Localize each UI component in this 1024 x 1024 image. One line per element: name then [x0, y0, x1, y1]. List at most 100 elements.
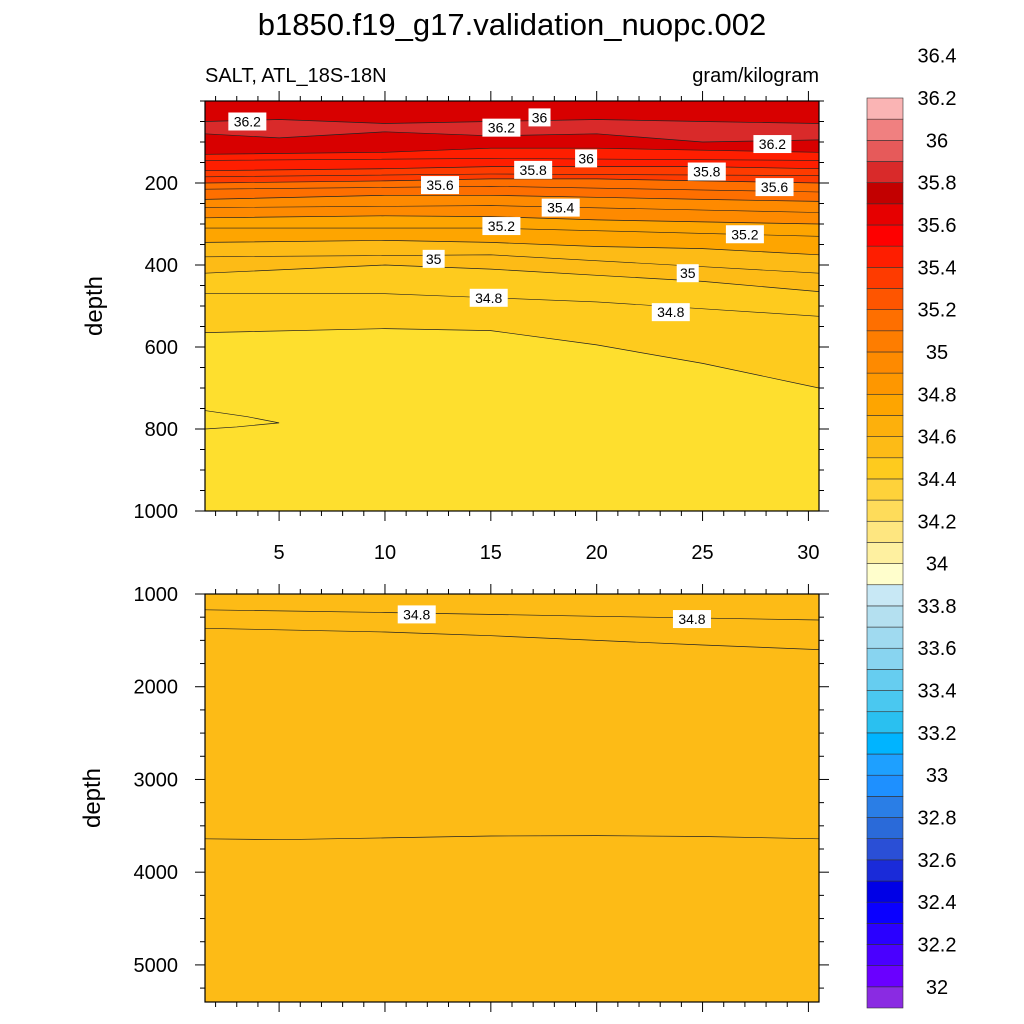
upper-y-axis-label: depth [81, 276, 108, 336]
colorbar-label: 33.6 [918, 638, 957, 660]
y-tick-label: 5000 [134, 955, 179, 977]
contour-line [205, 264, 819, 292]
colorbar-swatch [866, 584, 904, 607]
y-tick-label: 800 [145, 419, 178, 441]
contour-line [205, 215, 819, 225]
contour-label-box [651, 303, 690, 322]
upper-contour-labels: 36.2 36 36.2 36.2 36 35.8 35.8 35.6 35.6 35.4 35.2… [228, 108, 794, 322]
colorbar-swatch [866, 774, 904, 797]
x-tick-label: 20 [586, 542, 608, 564]
colorbar-swatch [866, 372, 904, 395]
colorbar-swatch [866, 923, 904, 945]
colorbar-label: 32 [926, 977, 948, 999]
colorbar-swatch [866, 605, 904, 628]
contour-label: 35 [426, 251, 442, 267]
contour-label-box [753, 135, 792, 154]
colorbar-label: 32.2 [918, 935, 957, 957]
colorbar-swatch [866, 944, 904, 966]
colorbar-label: 33.8 [918, 596, 957, 618]
contour-label: 36.2 [234, 114, 261, 130]
colorbar-label: 33.2 [918, 723, 957, 745]
colorbar-swatch [866, 97, 904, 120]
colorbar-label: 32.8 [918, 808, 957, 830]
subtitle-right: gram/kilogram [692, 65, 819, 87]
colorbar-swatch [866, 965, 904, 988]
contour-line [205, 205, 819, 213]
contour-label: 36.2 [759, 136, 786, 152]
contour-label-box [228, 112, 267, 131]
colorbar-swatch [866, 393, 904, 416]
contour-label: 35.2 [488, 218, 515, 234]
contour-label-box [397, 605, 436, 624]
lower-y-axis-label: depth [79, 768, 106, 828]
x-tick-label: 15 [480, 542, 502, 564]
contour-label: 36.2 [488, 120, 515, 136]
colorbar-label: 34.8 [918, 384, 957, 406]
contour-label: 35 [680, 265, 696, 281]
colorbar-swatch [866, 415, 904, 437]
colorbar-label: 34.2 [918, 511, 957, 533]
contour-label: 35.6 [426, 177, 453, 193]
contour-label-box [421, 176, 460, 195]
colorbar-swatch [866, 288, 904, 310]
contour-label-box [541, 198, 580, 217]
colorbar-swatch [866, 880, 904, 903]
colorbar-label: 36.2 [918, 88, 957, 110]
contour-label-box [482, 118, 521, 137]
colorbar-swatch [866, 690, 904, 713]
colorbar-swatch [866, 161, 904, 183]
colorbar-swatch [866, 817, 904, 839]
colorbar-swatch [866, 732, 904, 755]
colorbar-label: 33.4 [918, 681, 957, 703]
colorbar-swatch [866, 478, 904, 501]
colorbar-swatch [866, 711, 904, 734]
y-tick-label: 1000 [134, 584, 179, 606]
colorbar-swatch [866, 859, 904, 882]
contour-label-box [725, 225, 764, 244]
contour-label: 36 [532, 109, 548, 125]
x-tick-label: 25 [691, 542, 713, 564]
contour-line [205, 835, 819, 841]
contour-line [205, 194, 819, 202]
contour-label-box [755, 178, 794, 197]
y-tick-label: 2000 [134, 677, 179, 699]
colorbar-swatch [866, 245, 904, 268]
colorbar-swatch [866, 499, 904, 522]
contour-label-box [528, 108, 551, 127]
subtitle-left: SALT, ATL_18S-18N [205, 65, 387, 87]
y-tick-label: 1000 [134, 501, 179, 523]
colorbar-swatch [866, 626, 904, 649]
colorbar-swatch [866, 330, 904, 353]
colorbar-label: 35 [926, 342, 948, 364]
contour-line [205, 158, 819, 161]
contour-line [205, 185, 819, 193]
colorbar-swatch [866, 118, 904, 141]
colorbar-label: 34 [926, 554, 948, 576]
colorbar-swatch [866, 838, 904, 861]
colorbar-label: 35.2 [918, 300, 957, 322]
lower-ticks: 1000 2000 3000 4000 5000 [134, 584, 829, 1012]
contour-line [205, 240, 819, 256]
y-tick-label: 600 [145, 337, 178, 359]
colorbar-label: 36 [926, 130, 948, 152]
contour-label: 34.8 [475, 290, 502, 306]
colorbar-swatch [866, 796, 904, 818]
contour-line [205, 410, 280, 430]
colorbar-swatch [866, 520, 904, 543]
lower-panel: 34.8 34.8 1000 2000 3000 4000 5000 depth [79, 584, 829, 1012]
contour-line [205, 627, 819, 650]
x-tick-label: 5 [274, 542, 285, 564]
colorbar: 32 32.2 32.4 32.6 32.8 33 33.2 33.4 33.6 33.8 34 34… [866, 46, 957, 1009]
contour-label: 35.8 [693, 164, 720, 180]
contour-label: 35.8 [520, 162, 547, 178]
contour-line [205, 328, 819, 389]
contour-label: 35.2 [731, 226, 758, 242]
contour-line [205, 254, 819, 274]
colorbar-swatch [866, 901, 904, 924]
colorbar-label: 34.6 [918, 427, 957, 449]
lower-contour-fill [205, 594, 819, 1002]
colorbar-swatch [866, 182, 904, 205]
contour-label: 36 [578, 150, 594, 166]
contour-label: 34.8 [657, 304, 684, 320]
